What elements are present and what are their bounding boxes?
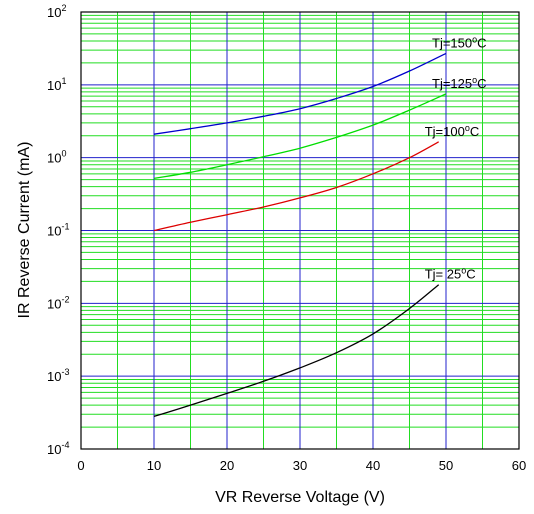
series-label-1: Tj=125oC xyxy=(432,75,487,91)
series-line-0 xyxy=(153,52,447,135)
series-label-0: Tj=150oC xyxy=(432,34,487,50)
series-lines xyxy=(153,52,447,418)
series-label-2: Tj=100oC xyxy=(425,123,480,139)
y-tick-label: 100 xyxy=(47,149,66,166)
grid xyxy=(81,12,519,449)
x-tick-label: 50 xyxy=(439,458,453,473)
series-line-2 xyxy=(153,141,440,232)
y-axis-title: IR Reverse Current (mA) xyxy=(16,142,33,319)
y-tick-label: 10-2 xyxy=(47,294,69,311)
series-line-3 xyxy=(153,284,440,418)
series-line-1 xyxy=(153,93,447,180)
y-tick-label: 10-1 xyxy=(47,222,69,239)
plot-frame xyxy=(80,11,520,450)
x-tick-label: 30 xyxy=(293,458,307,473)
series-labels: Tj=150oC Tj=125oC Tj=100oC Tj= 25oC xyxy=(425,34,487,281)
x-tick-label: 0 xyxy=(77,458,84,473)
x-tick-label: 60 xyxy=(512,458,526,473)
x-axis-title: VR Reverse Voltage (V) xyxy=(215,489,385,506)
series-label-3: Tj= 25oC xyxy=(425,266,476,282)
x-tick-label: 20 xyxy=(220,458,234,473)
y-tick-labels: 10-4 10-3 10-2 10-1 100 101 102 xyxy=(47,3,69,457)
y-tick-label: 102 xyxy=(47,3,66,20)
x-tick-labels: 0 10 20 30 40 50 60 xyxy=(77,458,526,473)
x-tick-label: 10 xyxy=(147,458,161,473)
y-tick-label: 10-4 xyxy=(47,440,69,457)
y-tick-label: 10-3 xyxy=(47,367,69,384)
y-tick-label: 101 xyxy=(47,76,66,93)
x-tick-label: 40 xyxy=(366,458,380,473)
